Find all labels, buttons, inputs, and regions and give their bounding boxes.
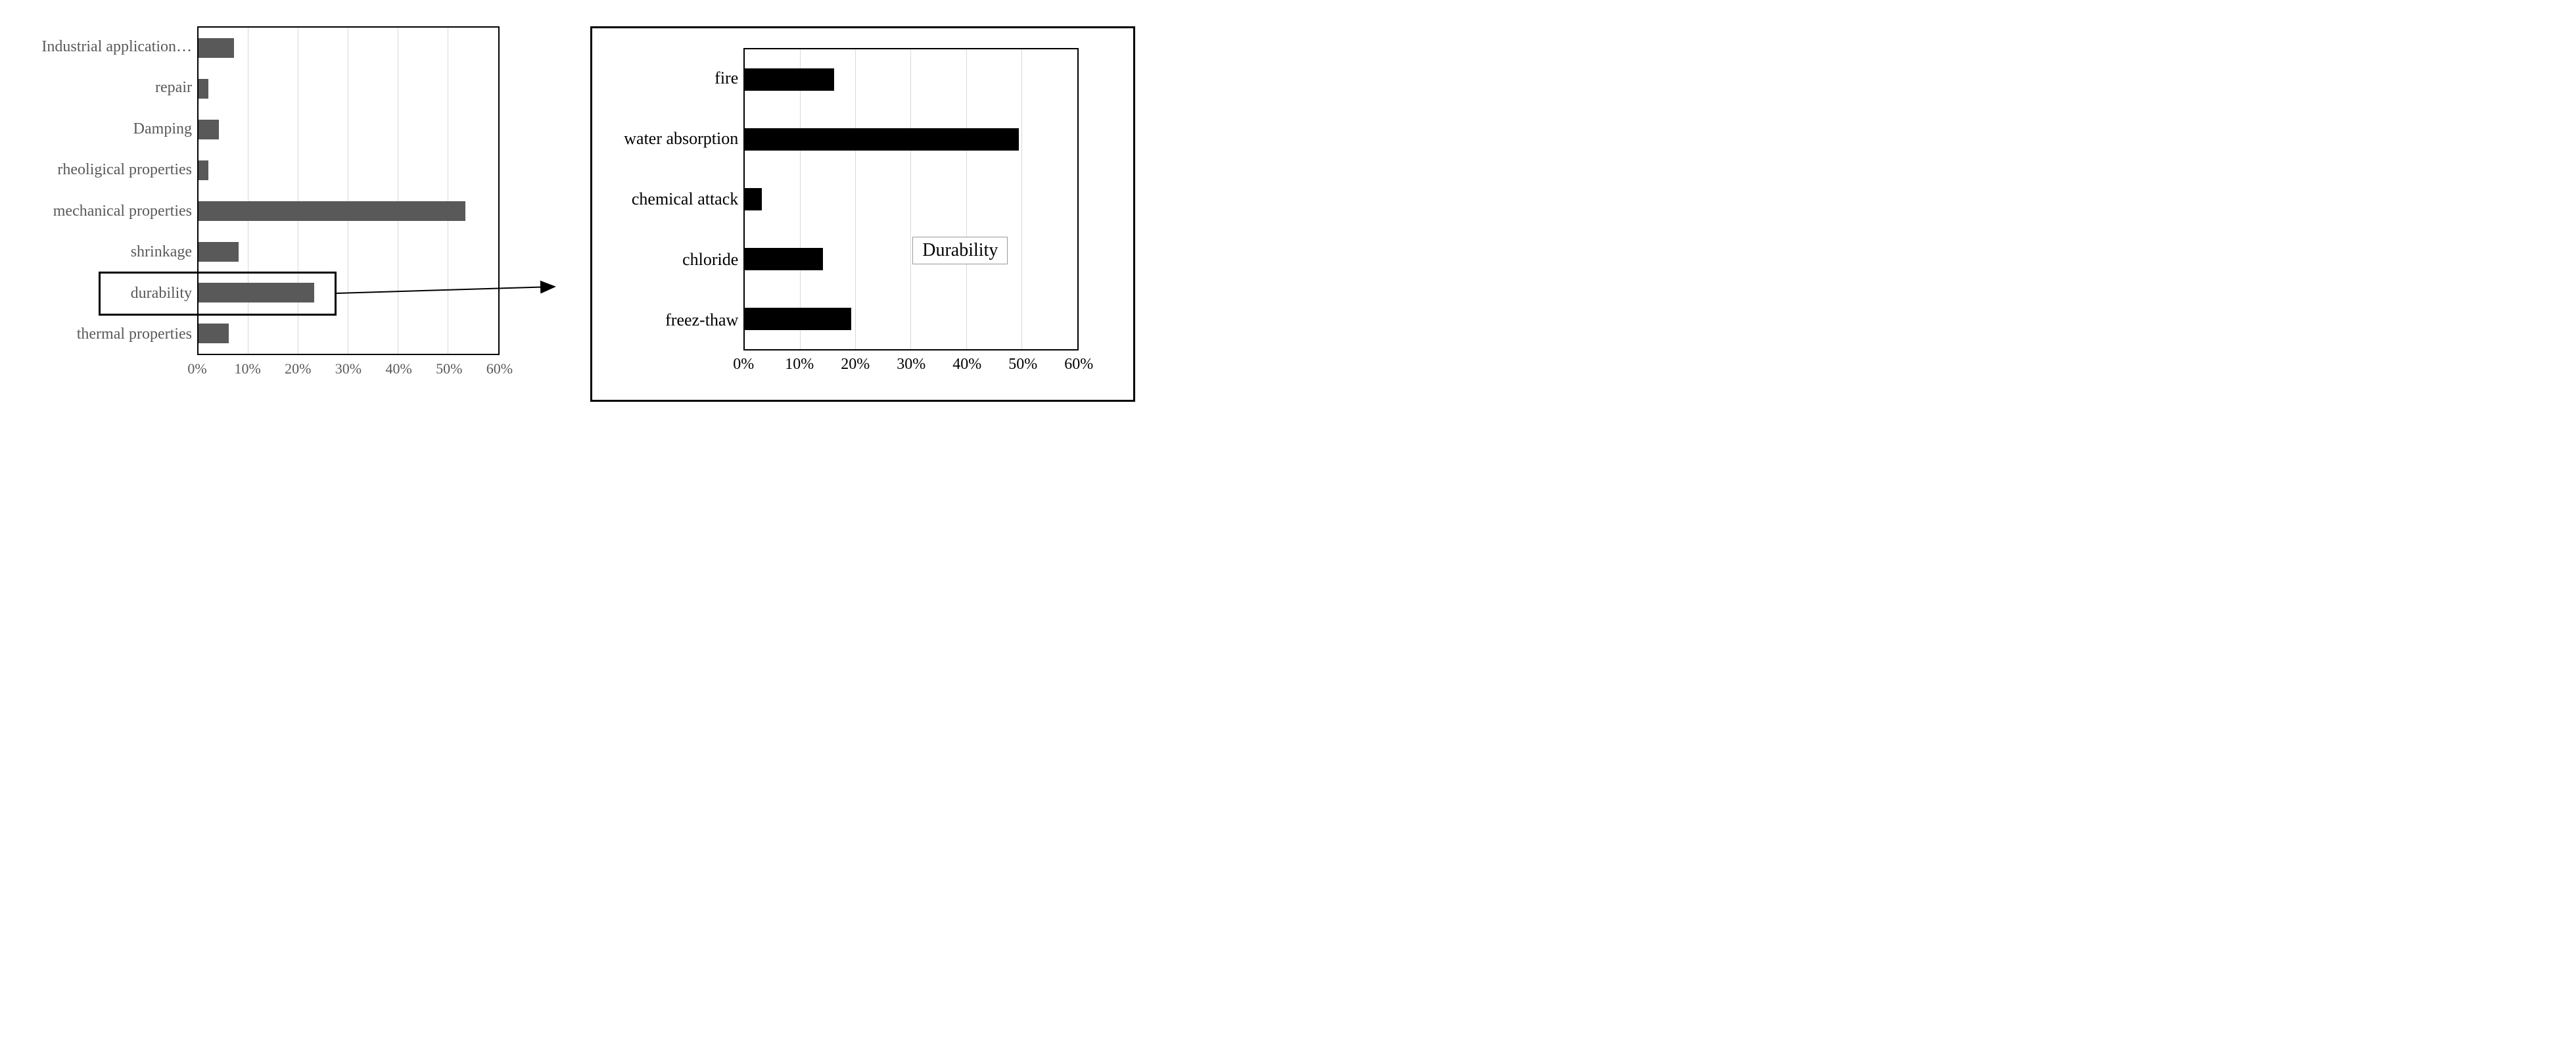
- category-label: shrinkage: [26, 232, 192, 274]
- category-label: Industrial application…: [26, 26, 192, 68]
- bar: [199, 242, 239, 262]
- xaxis-tick: 20%: [273, 360, 323, 377]
- category-label: freez-thaw: [605, 290, 738, 350]
- left-xaxis: 0%10%20%30%40%50%60%: [172, 360, 525, 377]
- bar: [745, 128, 1019, 151]
- left-plot-container: 0%10%20%30%40%50%60%: [197, 26, 525, 377]
- xaxis-tick: 10%: [772, 356, 828, 374]
- right-labels-column: firewater absorptionchemical attackchlor…: [605, 48, 743, 350]
- xaxis-tick: 20%: [828, 356, 883, 374]
- category-label: rheoligical properties: [26, 150, 192, 191]
- xaxis-tick: 50%: [995, 356, 1051, 374]
- bar-row: [199, 28, 498, 68]
- bar-row: [745, 229, 1077, 289]
- category-label: durability: [26, 273, 192, 314]
- bar: [199, 324, 229, 343]
- bar: [199, 120, 219, 139]
- category-label: mechanical properties: [26, 191, 192, 232]
- bar-row: [199, 191, 498, 231]
- xaxis-tick: 50%: [424, 360, 475, 377]
- bar-row: [745, 109, 1077, 169]
- bar-row: [199, 231, 498, 272]
- bar-row: [745, 49, 1077, 109]
- xaxis-tick: 0%: [172, 360, 223, 377]
- left-plot-area: [197, 26, 500, 355]
- xaxis-tick: 30%: [883, 356, 939, 374]
- legend-label: Durability: [922, 240, 998, 260]
- left-bars: [199, 28, 498, 354]
- bar: [745, 248, 823, 270]
- bar-row: [199, 272, 498, 313]
- xaxis-tick: 10%: [222, 360, 273, 377]
- category-label: thermal properties: [26, 314, 192, 356]
- bar: [199, 79, 208, 99]
- category-label: water absorption: [605, 109, 738, 169]
- xaxis-tick: 60%: [475, 360, 525, 377]
- category-label: Damping: [26, 109, 192, 150]
- category-label: chemical attack: [605, 169, 738, 229]
- xaxis-tick: 0%: [716, 356, 772, 374]
- bar: [745, 308, 851, 330]
- right-chart-wrapper: firewater absorptionchemical attackchlor…: [605, 48, 1107, 374]
- left-chart: Industrial application…repairDampingrheo…: [26, 26, 525, 377]
- right-plot-container: Durability 0%10%20%30%40%50%60%: [743, 48, 1107, 374]
- right-panel: firewater absorptionchemical attackchlor…: [590, 26, 1135, 402]
- bar-row: [199, 150, 498, 191]
- category-label: fire: [605, 48, 738, 109]
- right-bars: [745, 49, 1077, 349]
- right-plot-area: Durability: [743, 48, 1079, 350]
- xaxis-tick: 60%: [1051, 356, 1107, 374]
- bar-row: [745, 169, 1077, 229]
- left-chart-wrapper: Industrial application…repairDampingrheo…: [26, 26, 525, 377]
- xaxis-tick: 40%: [373, 360, 424, 377]
- category-label: chloride: [605, 229, 738, 290]
- bar: [199, 201, 465, 221]
- bar: [199, 160, 208, 180]
- category-label: repair: [26, 68, 192, 109]
- bar-row: [199, 109, 498, 150]
- bar-row: [745, 289, 1077, 349]
- bar: [199, 38, 234, 58]
- xaxis-tick: 30%: [323, 360, 374, 377]
- right-chart: firewater absorptionchemical attackchlor…: [605, 48, 1107, 374]
- xaxis-tick: 40%: [939, 356, 995, 374]
- bar: [745, 68, 834, 91]
- bar-row: [199, 313, 498, 354]
- bar-row: [199, 68, 498, 109]
- bar: [199, 283, 314, 302]
- left-labels-column: Industrial application…repairDampingrheo…: [26, 26, 197, 355]
- bar: [745, 188, 762, 210]
- durability-legend: Durability: [912, 237, 1008, 264]
- right-xaxis: 0%10%20%30%40%50%60%: [716, 356, 1107, 374]
